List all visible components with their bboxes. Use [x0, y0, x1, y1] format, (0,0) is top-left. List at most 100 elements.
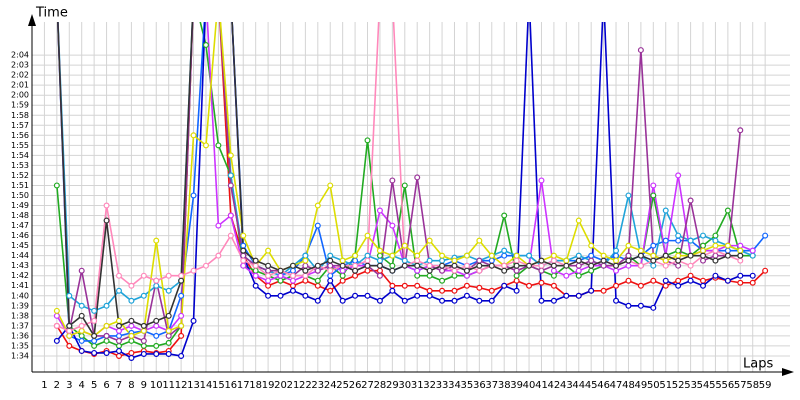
data-point: [538, 267, 545, 274]
data-point: [700, 277, 707, 284]
y-tick-label: 1:57: [11, 121, 29, 130]
plot-area: [53, 22, 769, 361]
data-point: [389, 222, 396, 229]
data-point: [650, 242, 657, 249]
x-tick-label: 9: [141, 380, 147, 391]
y-tick-label: 2:03: [11, 61, 29, 70]
data-point: [724, 277, 731, 284]
data-point: [91, 337, 98, 344]
data-point: [737, 242, 744, 249]
data-point: [190, 267, 197, 274]
data-point: [202, 42, 209, 49]
data-point: [762, 232, 769, 239]
data-point: [588, 252, 595, 259]
data-point: [103, 202, 110, 209]
x-tick-label: 14: [200, 380, 213, 391]
data-point: [153, 277, 160, 284]
data-point: [240, 262, 247, 269]
data-point: [115, 322, 122, 329]
data-point: [115, 327, 122, 334]
data-point: [724, 247, 731, 254]
data-point: [227, 152, 234, 159]
y-tick-label: 1:43: [11, 261, 29, 270]
data-point: [414, 174, 421, 181]
y-tick-label: 1:48: [11, 211, 29, 220]
data-point: [128, 282, 135, 289]
data-point: [588, 262, 595, 269]
data-point: [700, 232, 707, 239]
y-tick-label: 1:54: [11, 151, 29, 160]
data-point: [165, 272, 172, 279]
data-point: [289, 267, 296, 274]
data-point: [451, 262, 458, 269]
data-point: [140, 272, 147, 279]
data-point: [53, 322, 60, 329]
y-tick-label: 1:38: [11, 311, 29, 320]
data-point: [389, 252, 396, 259]
data-point: [401, 182, 408, 189]
y-tick-label: 1:52: [11, 171, 29, 180]
data-point: [178, 312, 185, 319]
data-point: [600, 262, 607, 269]
x-tick-label: 40: [523, 380, 536, 391]
data-point: [339, 267, 346, 274]
data-point: [165, 339, 172, 346]
data-point: [78, 347, 85, 354]
data-point: [414, 282, 421, 289]
data-point: [78, 337, 85, 344]
data-point: [662, 257, 669, 264]
data-point: [265, 292, 272, 299]
x-tick-label: 8: [128, 380, 134, 391]
data-point: [439, 297, 446, 304]
data-point: [662, 282, 669, 289]
y-tick-label: 1:37: [11, 321, 29, 330]
data-point: [252, 267, 259, 274]
data-point: [439, 252, 446, 259]
data-point: [563, 292, 570, 299]
data-point: [687, 277, 694, 284]
data-point: [103, 322, 110, 329]
data-point: [451, 287, 458, 294]
data-point: [227, 212, 234, 219]
data-point: [637, 262, 644, 269]
data-point: [178, 292, 185, 299]
data-point: [376, 272, 383, 279]
x-tick-label: 31: [411, 380, 424, 391]
y-tick-label: 1:47: [11, 221, 29, 230]
data-point: [352, 272, 359, 279]
data-point: [389, 177, 396, 184]
data-point: [215, 252, 222, 259]
data-point: [476, 237, 483, 244]
data-point: [426, 267, 433, 274]
data-point: [749, 247, 756, 254]
data-point: [352, 257, 359, 264]
x-tick-label: 2: [54, 380, 60, 391]
data-point: [538, 262, 545, 269]
data-point: [749, 279, 756, 286]
data-point: [327, 252, 334, 259]
data-point: [613, 247, 620, 254]
data-point: [712, 247, 719, 254]
data-point: [339, 257, 346, 264]
data-point: [302, 277, 309, 284]
data-point: [488, 287, 495, 294]
data-point: [91, 342, 98, 349]
data-point: [153, 237, 160, 244]
y-tick-label: 1:41: [11, 281, 29, 290]
x-tick-label: 11: [162, 380, 175, 391]
y-tick-label: 1:42: [11, 271, 29, 280]
data-point: [414, 262, 421, 269]
data-point: [178, 322, 185, 329]
data-point: [78, 322, 85, 329]
data-point: [662, 262, 669, 269]
x-tick-label: 12: [175, 380, 188, 391]
data-point: [240, 257, 247, 264]
data-point: [662, 252, 669, 259]
data-point: [476, 284, 483, 291]
x-axis-arrow: [782, 368, 794, 376]
data-point: [613, 267, 620, 274]
x-tick-label: 46: [597, 380, 610, 391]
data-point: [637, 47, 644, 54]
data-point: [712, 272, 719, 279]
